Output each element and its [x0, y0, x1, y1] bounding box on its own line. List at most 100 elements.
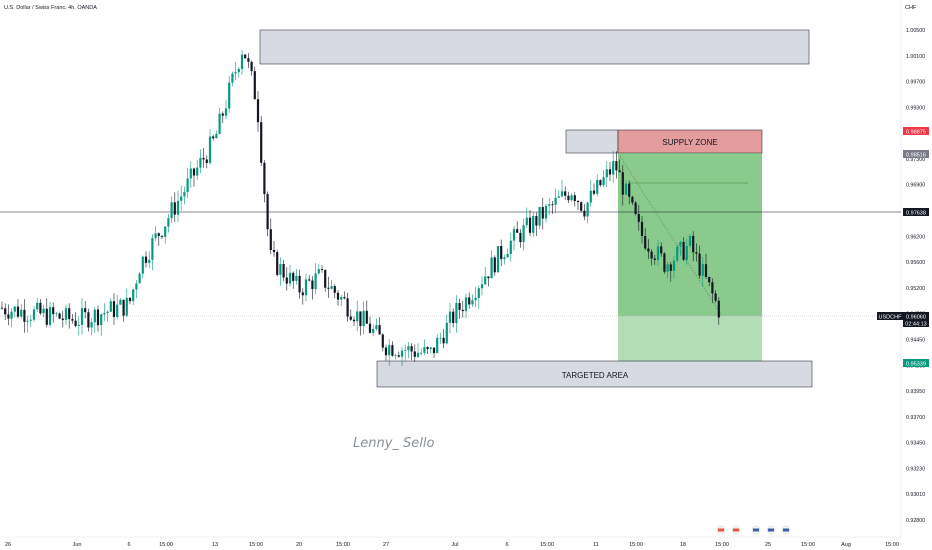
- candle-body: [676, 246, 679, 261]
- candle-body: [429, 347, 432, 349]
- targeted-area-rect[interactable]: [376, 360, 813, 388]
- candle-body: [656, 246, 660, 260]
- time-axis-tick: 15:00: [159, 542, 173, 548]
- candle-body: [640, 221, 644, 237]
- time-axis-tick: Jul: [451, 542, 458, 548]
- candle-body: [375, 325, 378, 329]
- candle-body: [615, 161, 618, 171]
- candle-body: [551, 204, 554, 206]
- candle-body: [650, 251, 653, 259]
- candle-body: [199, 157, 202, 168]
- candles[interactable]: [0, 50, 720, 366]
- price-axis-tick: 0.92800: [906, 518, 925, 524]
- candle-body: [560, 191, 564, 197]
- candle-body: [228, 82, 231, 109]
- supply-zone-gray-rect[interactable]: [565, 129, 619, 154]
- candle-body: [701, 264, 704, 276]
- candle-body: [167, 218, 170, 227]
- candle-body: [416, 352, 420, 357]
- candle-body: [176, 200, 180, 215]
- candle-body: [557, 196, 560, 198]
- candle-body: [237, 68, 240, 73]
- candle-body: [672, 260, 676, 271]
- candle-body: [119, 299, 122, 305]
- candle-body: [260, 122, 263, 163]
- candle-body: [445, 322, 448, 344]
- time-axis[interactable]: 26 Jun 6 15:00 13 15:00 20 15:00 27 Jul 6 15:00 11 15…: [5, 542, 899, 548]
- candle-body: [96, 309, 100, 326]
- time-axis-tick: 6: [505, 542, 508, 548]
- candle-body: [183, 192, 186, 197]
- candle-body: [186, 178, 189, 193]
- candle-body: [298, 275, 301, 293]
- take-profit-rect[interactable]: [618, 153, 762, 362]
- candle-body: [564, 191, 567, 196]
- candle-body: [522, 225, 525, 243]
- candle-body: [468, 297, 471, 305]
- candle-body: [372, 328, 375, 333]
- candle-body: [247, 58, 250, 62]
- badge-green-value: 0.95339: [906, 362, 926, 368]
- candle-body: [180, 196, 183, 201]
- candle-body: [292, 272, 295, 281]
- price-axis-tick: 1.00500: [906, 28, 925, 34]
- candle-body: [84, 308, 87, 313]
- candle-body: [359, 311, 362, 327]
- candle-body: [394, 355, 397, 357]
- chart-title: U.S. Dollar / Swiss Franc, 4h, OANDA: [4, 5, 97, 11]
- candle-body: [276, 252, 279, 275]
- candle-body: [330, 286, 333, 289]
- candle-body: [458, 303, 461, 310]
- candle-body: [317, 269, 320, 274]
- economic-events[interactable]: [716, 525, 791, 535]
- badge-current-bg: [903, 312, 929, 327]
- candle-body: [688, 235, 692, 246]
- candle-body: [404, 350, 407, 352]
- candle-body: [234, 72, 237, 74]
- candle-body: [71, 319, 74, 321]
- candle-body: [20, 309, 23, 317]
- candle-body: [692, 235, 695, 253]
- candle-body: [487, 276, 490, 279]
- candle-body: [484, 276, 487, 285]
- candle-body: [503, 257, 506, 260]
- candle-body: [461, 309, 464, 312]
- candle-body: [570, 195, 573, 201]
- time-axis-tick: Jun: [73, 542, 82, 548]
- badge-gray-bg: [903, 150, 929, 158]
- candle-body: [333, 286, 336, 293]
- candle-body: [397, 355, 400, 357]
- candle-body: [384, 347, 388, 356]
- candle-body: [29, 319, 32, 321]
- candle-body: [538, 207, 541, 226]
- candle-body: [378, 325, 381, 335]
- event-flag-stripe: [733, 528, 739, 532]
- upper-zone-rect[interactable]: [259, 29, 810, 65]
- candle-body: [653, 258, 656, 260]
- candle-body: [23, 309, 26, 322]
- candle-body: [474, 297, 477, 301]
- candle-body: [509, 240, 512, 254]
- price-axis-tick: 0.93010: [906, 492, 925, 498]
- targeted-area-label: TARGETED AREA: [562, 371, 629, 380]
- candle-body: [567, 195, 570, 201]
- candle-body: [464, 297, 468, 312]
- candle-body: [343, 297, 346, 299]
- time-axis-tick: 11: [593, 542, 599, 548]
- price-axis-tick: 1.00100: [906, 54, 925, 60]
- time-axis-tick: 15:00: [249, 542, 263, 548]
- candle-body: [39, 302, 42, 314]
- candle-body: [596, 180, 599, 194]
- candle-body: [32, 309, 36, 320]
- candle-body: [535, 216, 538, 226]
- price-axis-tick: 0.95600: [906, 260, 925, 266]
- candle-body: [612, 161, 615, 175]
- candle-body: [253, 71, 256, 100]
- time-axis-tick: 20: [296, 542, 302, 548]
- candle-body: [583, 210, 586, 217]
- candle-body: [714, 293, 717, 301]
- candle-body: [215, 133, 218, 139]
- candle-body: [263, 162, 266, 195]
- badge-countdown: 02:44:13: [905, 322, 926, 328]
